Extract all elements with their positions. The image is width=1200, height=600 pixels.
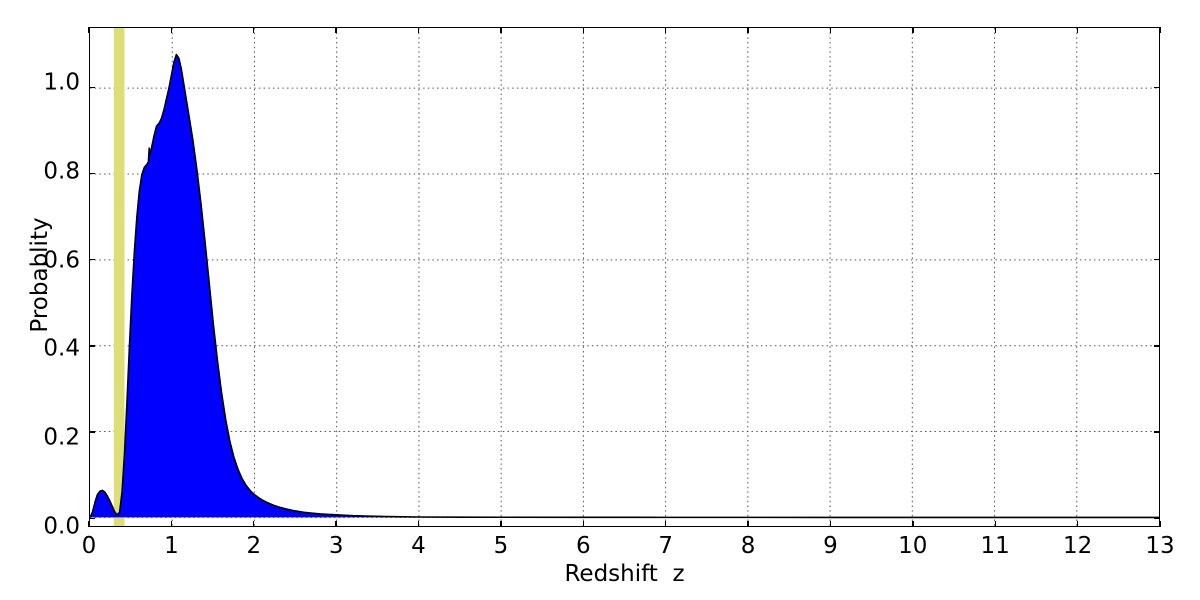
probability-density-area — [90, 54, 1159, 518]
gridlines-y — [90, 87, 1159, 518]
x-tick-1: 1 — [164, 533, 179, 559]
y-tick-3: 0.6 — [43, 247, 80, 274]
y-tick-mark — [1154, 86, 1160, 89]
x-tick-mark — [912, 521, 914, 527]
x-tick-5: 5 — [493, 533, 509, 559]
x-tick-mark — [417, 521, 420, 527]
chart-svg — [90, 28, 1159, 526]
x-tick-mark — [664, 27, 667, 33]
x-tick-mark — [582, 27, 584, 33]
x-tick-mark — [500, 521, 502, 527]
x-tick-mark — [829, 521, 832, 527]
x-tick-mark — [170, 521, 173, 527]
x-tick-mark — [253, 521, 255, 527]
x-tick-mark — [88, 521, 90, 527]
x-tick-mark — [664, 521, 667, 527]
x-tick-9: 9 — [823, 533, 838, 559]
x-tick-mark — [417, 27, 420, 33]
gridlines-x — [171, 28, 1078, 526]
x-tick-mark — [335, 27, 337, 33]
y-tick-mark — [89, 517, 95, 520]
x-tick-3: 3 — [328, 533, 344, 559]
x-tick-mark — [1076, 27, 1079, 33]
x-tick-mark — [1159, 27, 1161, 33]
x-tick-4: 4 — [411, 533, 426, 559]
x-tick-12: 12 — [1062, 533, 1093, 559]
y-tick-4: 0.8 — [43, 158, 80, 185]
spectroscopic-redshift-band — [113, 28, 125, 526]
x-tick-6: 6 — [575, 533, 591, 559]
x-tick-mark — [335, 521, 337, 527]
y-tick-mark — [89, 431, 95, 433]
x-tick-11: 11 — [980, 533, 1010, 559]
y-tick-mark — [1154, 345, 1160, 347]
y-tick-mark — [89, 172, 95, 175]
y-tick-mark — [89, 345, 95, 347]
x-axis-tick-labels: 0 1 2 3 4 5 6 7 8 9 10 11 12 13 — [0, 535, 1200, 569]
y-tick-mark — [1154, 259, 1160, 261]
y-tick-mark — [1154, 517, 1160, 520]
probability-density-curve — [90, 53, 1159, 519]
y-tick-1: 0.2 — [43, 424, 80, 451]
x-tick-8: 8 — [740, 533, 756, 559]
y-tick-mark — [89, 259, 95, 261]
x-tick-mark — [1159, 521, 1161, 527]
x-tick-mark — [747, 521, 749, 527]
y-axis-tick-labels: 0.0 0.2 0.4 0.6 0.8 1.0 — [0, 0, 80, 600]
x-tick-2: 2 — [246, 533, 262, 559]
x-tick-13: 13 — [1145, 533, 1175, 559]
x-tick-mark — [994, 27, 996, 33]
x-tick-mark — [170, 27, 173, 33]
plot-area — [89, 27, 1160, 527]
y-axis-title: Probablity — [27, 217, 53, 333]
x-tick-mark — [994, 521, 996, 527]
y-tick-2: 0.4 — [43, 335, 80, 362]
y-tick-0: 0.0 — [43, 513, 80, 540]
y-tick-mark — [89, 86, 95, 89]
x-axis-title: Redshift z — [564, 561, 685, 587]
x-tick-mark — [582, 521, 584, 527]
y-tick-mark — [1154, 431, 1160, 433]
x-tick-mark — [1076, 521, 1079, 527]
y-tick-mark — [1154, 172, 1160, 175]
x-tick-mark — [912, 27, 914, 33]
x-tick-7: 7 — [658, 533, 673, 559]
y-tick-5: 1.0 — [43, 69, 80, 96]
x-tick-mark — [500, 27, 502, 33]
x-tick-mark — [88, 27, 90, 33]
x-tick-0: 0 — [81, 533, 97, 559]
x-tick-10: 10 — [898, 533, 928, 559]
x-tick-mark — [253, 27, 255, 33]
x-tick-mark — [829, 27, 832, 33]
x-tick-mark — [747, 27, 749, 33]
